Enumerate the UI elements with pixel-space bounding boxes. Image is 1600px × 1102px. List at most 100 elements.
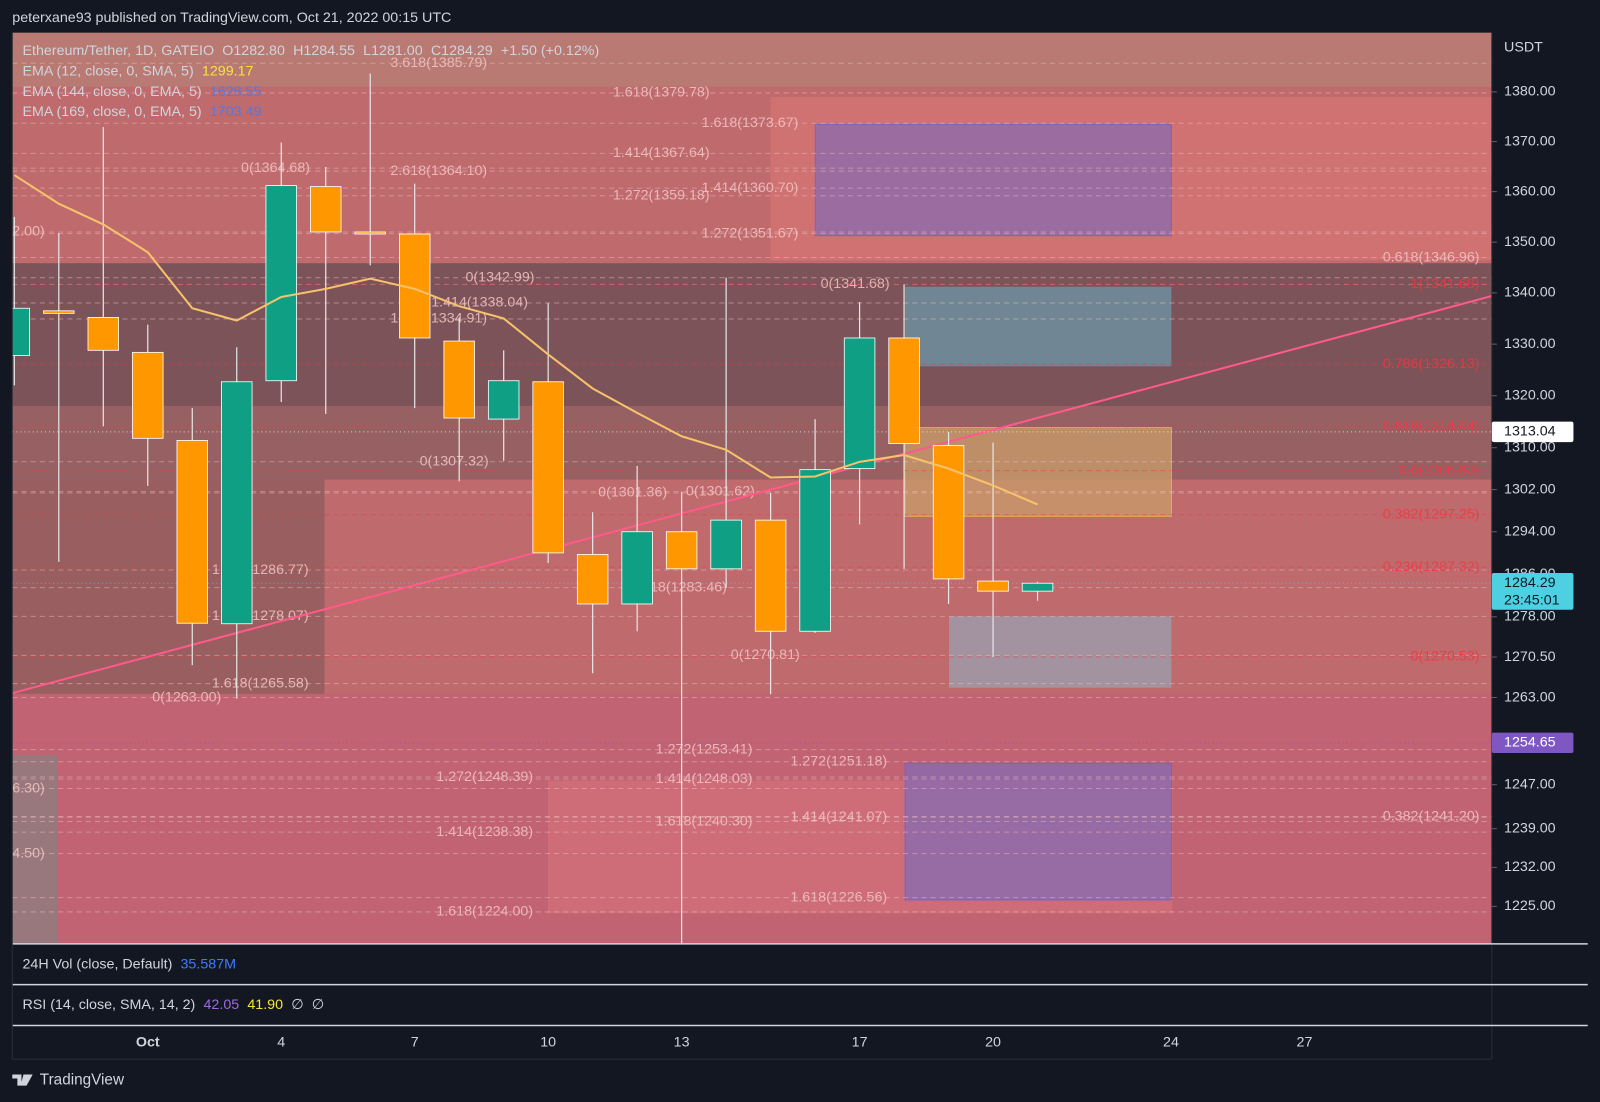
- candle-body: [43, 310, 75, 314]
- candle-body: [132, 351, 164, 439]
- candle-body: [710, 519, 742, 570]
- candle-body: [12, 307, 31, 356]
- indicator-value: 1299.17: [202, 63, 254, 79]
- candle-body: [799, 469, 831, 632]
- fib-label: 1.414(1360.70): [702, 180, 799, 196]
- price-label: 1284.29: [1504, 575, 1556, 591]
- x-tick-label: Oct: [136, 1035, 160, 1051]
- x-tick-label: 13: [674, 1035, 690, 1051]
- indicator-value: 1628.55: [210, 84, 262, 100]
- ohlc-value: 1281.00: [371, 43, 423, 59]
- fib-label: 2.00): [12, 224, 45, 240]
- fib-layer: 3.618(1385.79) 1.618(1379.78) 1.618(1373.6…: [12, 55, 1492, 920]
- legend-line: 24H Vol (close, Default) 35.587M: [22, 956, 236, 972]
- fib-label: 1.272(1359.18): [613, 188, 710, 204]
- price-label-bg: [1491, 732, 1574, 754]
- pane-value: ∅: [312, 997, 324, 1013]
- symbol: Ethereum/Tether, 1D, GATEIO: [22, 43, 214, 59]
- indicator-name: EMA (12, close, 0, SMA, 5): [22, 63, 193, 79]
- ohlc-key: C: [431, 43, 441, 59]
- legend-line: EMA (169, close, 0, EMA, 5) 1703.49: [22, 104, 261, 120]
- x-tick-label: 27: [1297, 1035, 1313, 1051]
- fib-label: 1.414(1248.03): [656, 771, 753, 787]
- fib-box: [905, 286, 1172, 367]
- pane-name: RSI (14, close, SMA, 14, 2): [22, 997, 195, 1013]
- currency: USDT: [1504, 40, 1543, 56]
- fib-label: 0(1341.68): [821, 276, 890, 292]
- fib-label: 1.618(1265.58): [212, 675, 309, 691]
- candle-body: [310, 186, 342, 233]
- y-tick-label: 1310.00: [1504, 439, 1556, 455]
- x-tick-label: 20: [985, 1035, 1001, 1051]
- candle-body: [443, 340, 475, 419]
- fib-label: 0(1263.00): [152, 689, 221, 705]
- countdown: 23:45:01: [1504, 592, 1560, 608]
- fib-label: 6.30): [12, 780, 45, 796]
- fib-label: 1.618(1224.00): [436, 904, 533, 920]
- y-tick-label: 1370.00: [1504, 133, 1556, 149]
- candle-body: [843, 337, 876, 470]
- ema-line: [13, 174, 1038, 506]
- ohlc-value: 1284.29: [441, 43, 493, 59]
- indicator-name: EMA (144, close, 0, EMA, 5): [22, 84, 201, 100]
- fib-label: 0(1342.99): [466, 269, 535, 285]
- legend-line: RSI (14, close, SMA, 14, 2) 42.05 41.90 ∅ ∅: [22, 997, 324, 1013]
- y-tick-label: 1380.00: [1504, 84, 1556, 100]
- zone: [12, 32, 1492, 87]
- mark-layer: [12, 73, 1492, 944]
- fib-label: 1.618(1226.56): [790, 889, 887, 905]
- fib-label: 0.382(1297.25): [1383, 506, 1480, 522]
- x-tick-label: 7: [411, 1035, 419, 1051]
- ohlc-value: 1282.80: [233, 43, 285, 59]
- y-tick-label: 1232.00: [1504, 859, 1556, 875]
- candle-body: [888, 337, 920, 444]
- y-tick-label: 1247.00: [1504, 776, 1556, 792]
- y-tick-label: 1330.00: [1504, 336, 1556, 352]
- y-tick-label: 1225.00: [1504, 898, 1556, 914]
- y-tick-label: 1360.00: [1504, 183, 1556, 199]
- fib-label: 1.272(1248.39): [436, 769, 533, 785]
- fib-label: 1.414(1338.04): [431, 295, 528, 311]
- fib-label: 1.272(1253.41): [656, 741, 753, 757]
- fib-label: 3.618(1385.79): [390, 55, 487, 71]
- brand-logo: TradingView: [12, 1072, 125, 1089]
- candle-body: [532, 381, 564, 554]
- indicator-value: 1703.49: [210, 104, 262, 120]
- ohlc-value: 1284.55: [303, 43, 355, 59]
- x-tick-label: 17: [852, 1035, 868, 1051]
- candle-body: [265, 185, 297, 382]
- fib-label: 0(1301.36): [598, 485, 667, 501]
- fib-box: [814, 123, 1172, 237]
- candle-body: [665, 531, 698, 570]
- y-tick-label: 1340.00: [1504, 285, 1556, 301]
- fib-label: 0.786(1326.13): [1383, 356, 1480, 372]
- fib-label: 0.5(1305.63): [1399, 462, 1480, 478]
- fib-label: 0(1364.68): [241, 160, 310, 176]
- ohlc-key: L: [363, 43, 371, 59]
- fib-label: 1.272(1251.18): [790, 754, 887, 770]
- pane-value: 41.90: [247, 997, 283, 1013]
- ohlc-key: H: [293, 43, 303, 59]
- candle-body: [754, 519, 787, 632]
- fib-label: 4.50): [12, 845, 45, 861]
- fib-label: 0(1307.32): [420, 453, 489, 469]
- y-tick-label: 1320.00: [1504, 387, 1556, 403]
- fib-label: 1.618(1240.30): [656, 813, 753, 829]
- candle-body: [87, 317, 120, 351]
- x-tick-label: 10: [540, 1035, 556, 1051]
- fib-label: 1.618(1379.78): [613, 85, 710, 101]
- indicator-name: EMA (169, close, 0, EMA, 5): [22, 104, 201, 120]
- legend-line: Ethereum/Tether, 1D, GATEIO O1282.80 H1284…: [22, 43, 599, 59]
- price-label-bg: [1491, 573, 1574, 610]
- zone: [12, 479, 325, 694]
- fib-label: 0(1301.62): [686, 483, 755, 499]
- x-tick-label: 24: [1163, 1035, 1179, 1051]
- brand: TradingView: [40, 1072, 125, 1089]
- legend-line: EMA (144, close, 0, EMA, 5) 1628.55: [22, 84, 261, 100]
- pane-name: 24H Vol (close, Default): [22, 956, 172, 972]
- candle-body: [1021, 582, 1054, 592]
- zone: [12, 693, 1492, 944]
- change: +1.50 (+0.12%): [501, 43, 599, 59]
- fib-label: 0(1270.53): [1411, 649, 1480, 665]
